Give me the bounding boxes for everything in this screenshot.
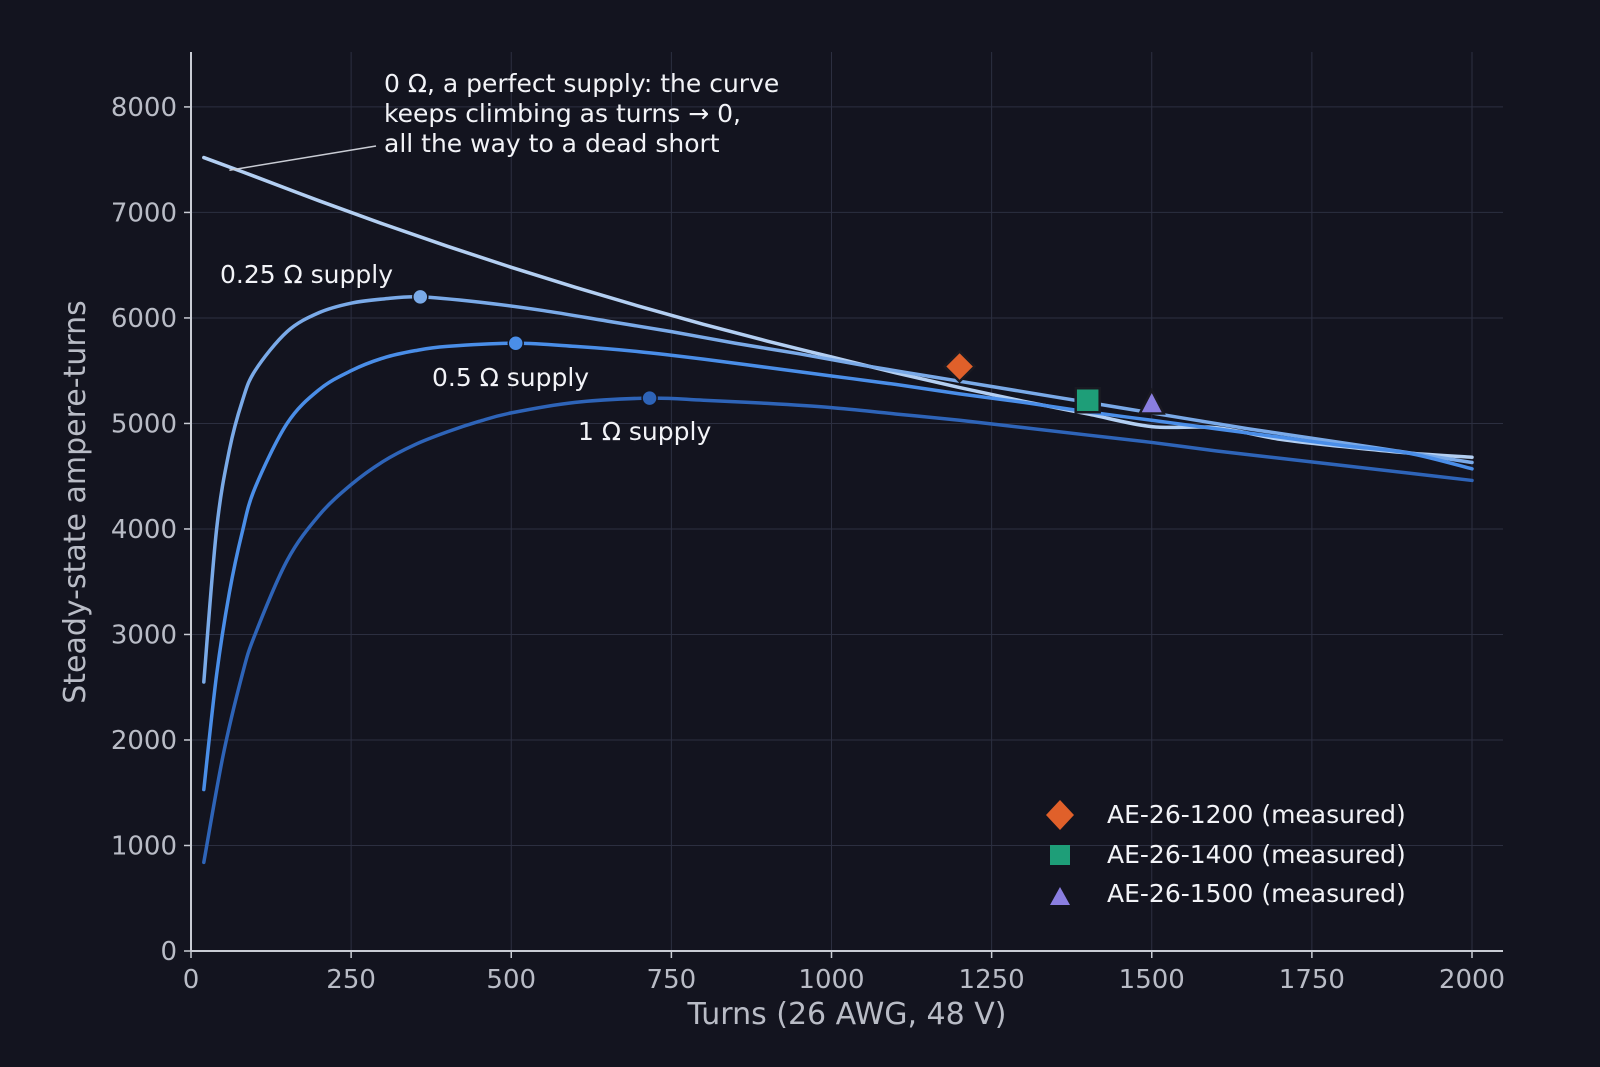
measured-point-square bbox=[1074, 386, 1101, 414]
x-tick-label: 0 bbox=[183, 965, 200, 995]
legend-marker-square bbox=[1050, 845, 1070, 865]
y-tick-label: 8000 bbox=[111, 93, 177, 123]
x-tick-label: 750 bbox=[647, 965, 697, 995]
series-line-3 bbox=[202, 396, 1474, 865]
legend-label-1200: AE-26-1200 (measured) bbox=[1107, 800, 1406, 829]
peak-marker-2 bbox=[641, 389, 658, 407]
series-line-1 bbox=[202, 294, 1474, 684]
peak-markers bbox=[412, 288, 658, 407]
x-tick-label: 1750 bbox=[1279, 965, 1345, 995]
y-tick-label: 2000 bbox=[111, 726, 177, 756]
x-tick-label: 500 bbox=[486, 965, 536, 995]
y-tick-label: 7000 bbox=[111, 198, 177, 228]
x-tick-label: 250 bbox=[326, 965, 376, 995]
x-tick-label: 1250 bbox=[959, 965, 1025, 995]
series-line-2 bbox=[202, 341, 1474, 792]
x-tick-label: 1000 bbox=[798, 965, 864, 995]
measured-point-triangle bbox=[1137, 387, 1166, 415]
measured-points bbox=[942, 349, 1166, 415]
x-axis-title: Turns (26 AWG, 48 V) bbox=[687, 997, 1007, 1032]
legend-marker-triangle bbox=[1050, 887, 1070, 905]
zero-ohm-annotation-pointer bbox=[229, 145, 377, 171]
series-line-0 bbox=[202, 155, 1474, 459]
y-tick-label: 4000 bbox=[111, 515, 177, 545]
measured-point-diamond bbox=[942, 349, 977, 384]
legend-label-1500: AE-26-1500 (measured) bbox=[1107, 879, 1406, 908]
y-tick-label: 1000 bbox=[111, 831, 177, 861]
y-tick-label: 0 bbox=[160, 937, 177, 967]
zero-ohm-annotation-line-2: keeps climbing as turns → 0, bbox=[384, 99, 741, 128]
annotations: 0 Ω, a perfect supply: the curve keeps c… bbox=[220, 69, 779, 446]
legend-label-1400: AE-26-1400 (measured) bbox=[1107, 840, 1406, 869]
zero-ohm-annotation-line-1: 0 Ω, a perfect supply: the curve bbox=[384, 69, 779, 98]
series-lines bbox=[202, 155, 1474, 865]
legend: AE-26-1200 (measured) AE-26-1400 (measur… bbox=[1046, 800, 1406, 908]
peak-marker-0 bbox=[412, 288, 429, 306]
half-ohm-label: 0.5 Ω supply bbox=[432, 363, 589, 392]
y-tick-label: 5000 bbox=[111, 409, 177, 439]
grid bbox=[190, 52, 1503, 952]
y-tick-label: 3000 bbox=[111, 620, 177, 650]
x-tick-label: 1500 bbox=[1119, 965, 1185, 995]
peak-marker-1 bbox=[507, 335, 524, 352]
y-tick-label: 6000 bbox=[111, 304, 177, 334]
zero-ohm-annotation-line-3: all the way to a dead short bbox=[384, 129, 720, 158]
one-ohm-label: 1 Ω supply bbox=[578, 417, 711, 446]
quarter-ohm-label: 0.25 Ω supply bbox=[220, 260, 393, 289]
ticks: 0 250 500 750 1000 1250 1500 1750 2000 0 1000 2000 3… bbox=[111, 93, 1505, 995]
y-axis-title: Steady-state ampere-turns bbox=[58, 300, 93, 704]
legend-marker-diamond bbox=[1046, 800, 1074, 830]
axes bbox=[190, 52, 1503, 952]
x-tick-label: 2000 bbox=[1439, 965, 1505, 995]
